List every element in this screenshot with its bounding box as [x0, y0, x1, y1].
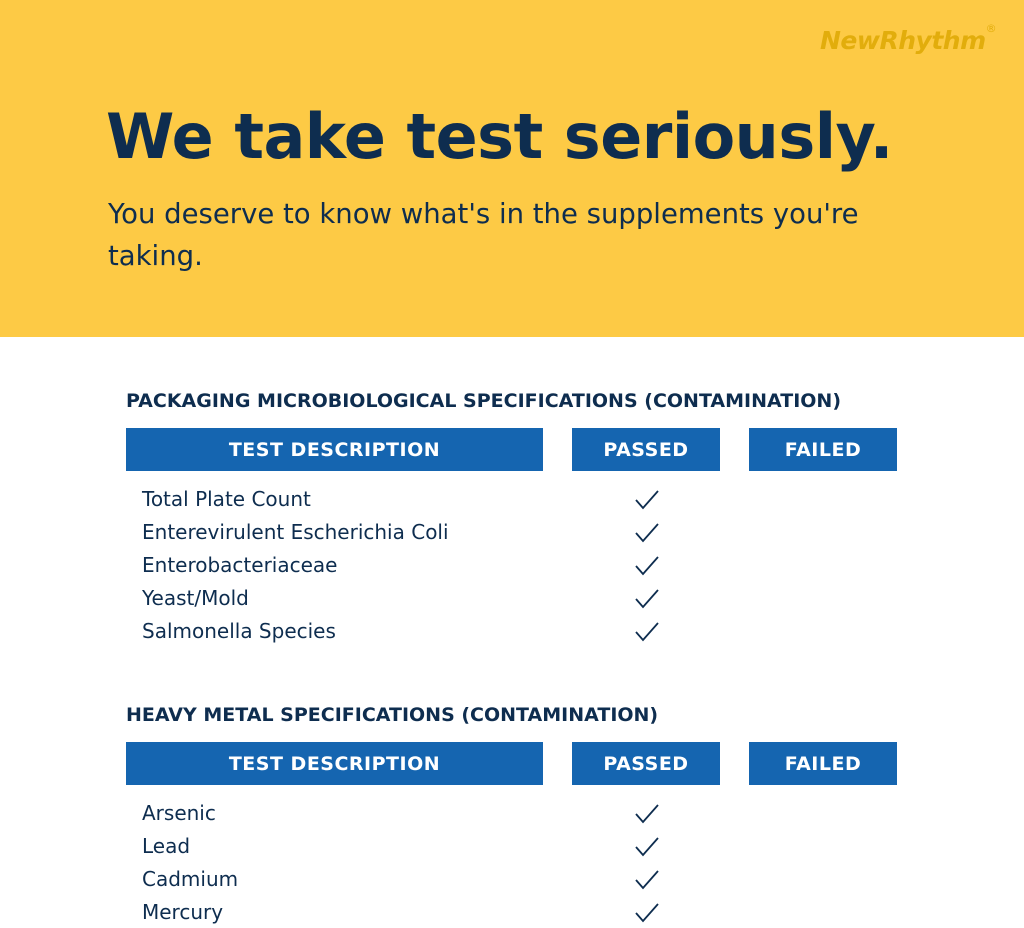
- brand-logo: NewRhythm®: [820, 22, 997, 55]
- logo-text: NewRhythm: [820, 26, 986, 55]
- check-icon: [634, 489, 660, 511]
- page-title: We take test seriously.: [106, 100, 893, 173]
- test-row-label: Enterobacteriaceae: [142, 553, 338, 577]
- check-icon: [634, 803, 660, 825]
- check-icon: [634, 555, 660, 577]
- test-row-label: Yeast/Mold: [142, 586, 249, 610]
- registered-mark: ®: [985, 22, 997, 35]
- check-icon: [634, 621, 660, 643]
- test-row-label: Arsenic: [142, 801, 216, 825]
- test-row-label: Mercury: [142, 900, 224, 924]
- test-row-label: Cadmium: [142, 867, 239, 891]
- column-header: TEST DESCRIPTION: [126, 428, 543, 471]
- test-row-label: Total Plate Count: [142, 487, 311, 511]
- test-row-label: Enterevirulent Escherichia Coli: [142, 520, 449, 544]
- check-icon: [634, 869, 660, 891]
- check-icon: [634, 836, 660, 858]
- page-subtitle: You deserve to know what's in the supple…: [108, 198, 859, 272]
- column-header: FAILED: [749, 428, 897, 471]
- column-header: FAILED: [749, 742, 897, 785]
- check-icon: [634, 522, 660, 544]
- column-header: PASSED: [572, 742, 720, 785]
- column-header: PASSED: [572, 428, 720, 471]
- test-row-label: Salmonella Species: [142, 619, 336, 643]
- section-title: HEAVY METAL SPECIFICATIONS (CONTAMINATIO…: [126, 704, 659, 726]
- column-header: TEST DESCRIPTION: [126, 742, 543, 785]
- hero-banner: NewRhythm® We take test seriously. You d…: [0, 0, 1024, 337]
- check-icon: [634, 588, 660, 610]
- check-icon: [634, 902, 660, 924]
- test-row-label: Lead: [142, 834, 191, 858]
- section-title: PACKAGING MICROBIOLOGICAL SPECIFICATIONS…: [126, 390, 842, 412]
